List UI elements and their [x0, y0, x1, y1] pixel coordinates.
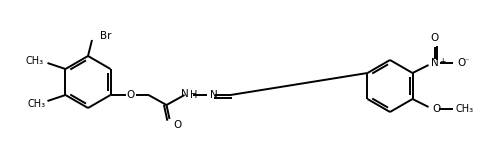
- Text: CH₃: CH₃: [26, 56, 44, 66]
- Text: N: N: [210, 90, 218, 100]
- Text: O: O: [458, 58, 466, 68]
- Text: H: H: [190, 90, 197, 100]
- Text: O: O: [126, 90, 134, 100]
- Text: CH₃: CH₃: [28, 99, 46, 109]
- Text: ⁻: ⁻: [464, 57, 469, 66]
- Text: O: O: [432, 104, 441, 114]
- Text: Br: Br: [100, 31, 112, 41]
- Text: +: +: [440, 57, 446, 66]
- Text: O: O: [174, 120, 182, 130]
- Text: N: N: [430, 58, 438, 68]
- Text: CH₃: CH₃: [456, 104, 473, 114]
- Text: N: N: [180, 89, 188, 99]
- Text: O: O: [430, 33, 438, 43]
